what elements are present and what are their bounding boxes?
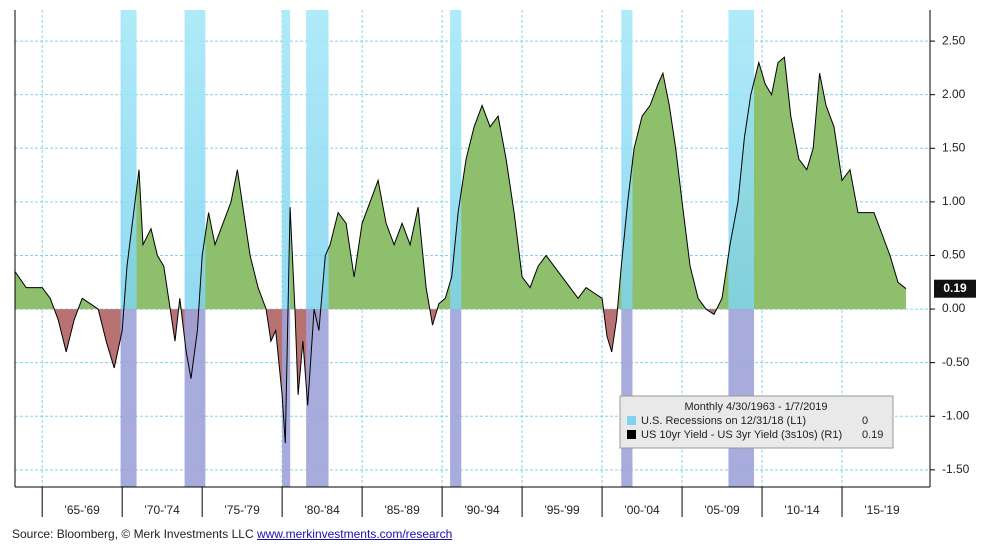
legend-value: 0 [862, 415, 868, 427]
line [14, 56, 907, 444]
page: -1.50 -1.00 -0.50 0.00 0.50 1.00 1.50 2.00 2.50 '… [12, 10, 976, 541]
recession-band [621, 10, 633, 487]
x-tick-label: '10-'14 [784, 503, 820, 517]
x-tick-label: '90-'94 [464, 503, 500, 517]
legend-swatch [627, 430, 636, 439]
y-tick-label: 2.50 [942, 33, 966, 47]
last-value-box [934, 279, 976, 298]
x-tick-label: '95-'99 [544, 503, 580, 517]
legend-label: U.S. Recessions on 12/31/18 (L1) [641, 415, 806, 427]
y-tick-label: 2.00 [942, 87, 966, 101]
y-tick-label: 1.00 [942, 194, 966, 208]
legend-header: Monthly 4/30/1963 - 1/7/2019 [684, 401, 827, 413]
recession-band [306, 10, 329, 487]
last-value-label: 0.19 [943, 281, 967, 295]
legend-label: US 10yr Yield - US 3yr Yield (3s10s) (R1… [641, 429, 842, 441]
y-tick-label: 0.50 [942, 248, 966, 262]
x-tick-label: '65-'69 [65, 503, 101, 517]
recession-band [450, 10, 462, 487]
legend: Monthly 4/30/1963 - 1/7/2019 U.S. Recess… [619, 395, 894, 449]
chart: -1.50 -1.00 -0.50 0.00 0.50 1.00 1.50 2.00 2.50 '… [14, 10, 976, 517]
source-text: Source: Bloomberg, © Merk Investments LL… [12, 527, 254, 541]
lines [14, 56, 907, 444]
legend-value: 0.19 [862, 429, 883, 441]
y-tick-label: 1.50 [942, 140, 966, 154]
x-tick-label: '75-'79 [225, 503, 261, 517]
x-tick-label: '15-'19 [864, 503, 900, 517]
x-tick-label: '05-'09 [704, 503, 740, 517]
y-tick-label: -1.50 [942, 462, 970, 476]
y-tick-label: -1.00 [942, 408, 970, 422]
recession-band [282, 10, 291, 487]
source: Source: Bloomberg, © Merk Investments LL… [12, 527, 452, 541]
y-tick-label: 0.00 [942, 301, 966, 315]
source-link[interactable]: www.merkinvestments.com/research [256, 527, 453, 541]
x-tick-label: '85-'89 [384, 503, 420, 517]
x-tick-label: '80-'84 [304, 503, 340, 517]
legend-swatch [627, 416, 636, 425]
recession-band [184, 10, 206, 487]
x-tick-label: '70-'74 [145, 503, 181, 517]
x-tick-label: '00-'04 [624, 503, 660, 517]
y-tick-label: -0.50 [942, 355, 970, 369]
recession-band [120, 10, 137, 487]
axes: -1.50 -1.00 -0.50 0.00 0.50 1.00 1.50 2.00 2.50 '… [14, 10, 976, 517]
legend-box [619, 395, 894, 449]
